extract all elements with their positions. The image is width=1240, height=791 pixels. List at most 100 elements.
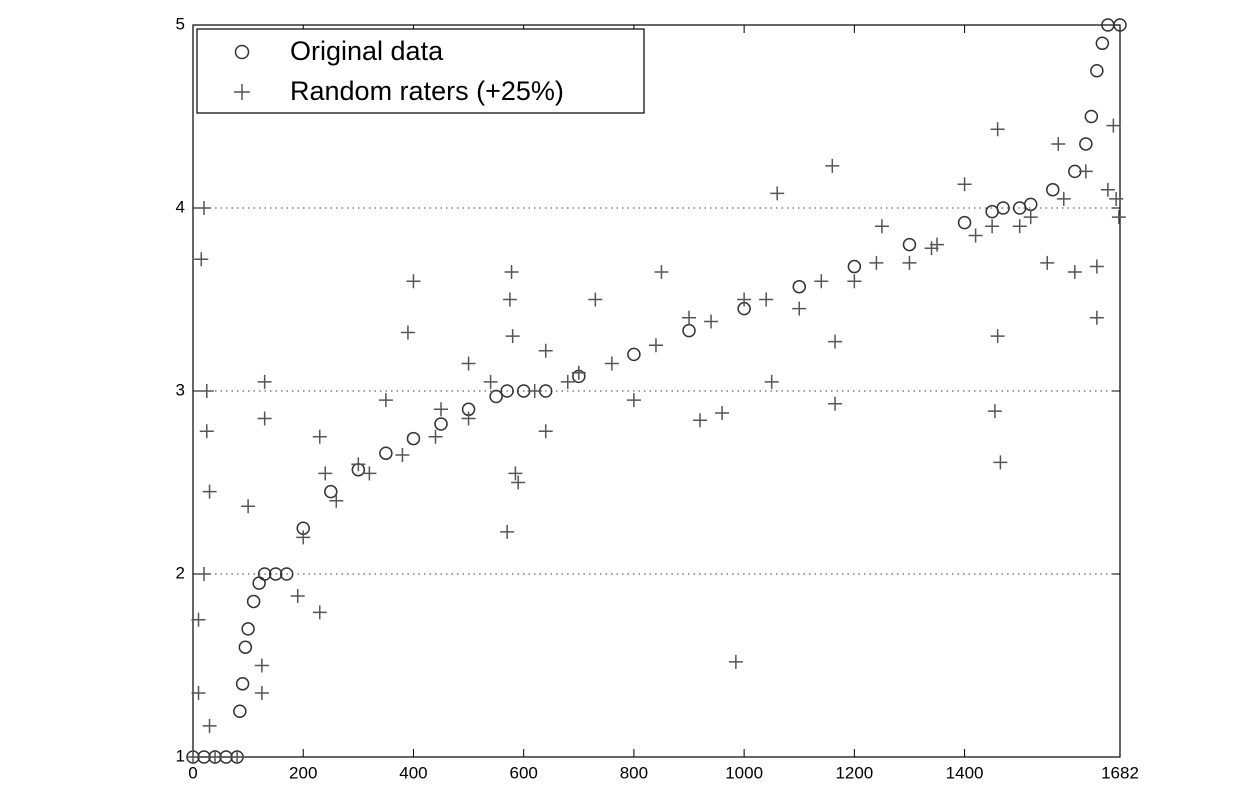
data-point — [312, 605, 327, 620]
data-point — [627, 347, 641, 362]
data-point — [202, 718, 217, 733]
data-point — [199, 424, 214, 439]
data-point — [194, 252, 209, 267]
x-tick-label: 1200 — [835, 763, 873, 782]
x-tick-label: 600 — [509, 763, 537, 782]
legend-label: Original data — [290, 36, 444, 66]
data-point — [869, 255, 884, 270]
data-point — [257, 374, 272, 389]
data-point — [704, 314, 719, 329]
data-point — [252, 576, 266, 590]
data-point — [191, 685, 206, 700]
data-point — [504, 265, 519, 280]
data-point — [1106, 118, 1121, 133]
data-point — [825, 158, 840, 173]
legend: Original data Random raters (+25%) — [196, 28, 645, 114]
data-point — [957, 215, 972, 230]
data-point — [362, 466, 377, 481]
y-tick-label: 2 — [176, 563, 185, 582]
data-point — [987, 404, 1002, 419]
data-point — [434, 417, 448, 431]
data-point — [715, 405, 730, 420]
data-point — [654, 265, 669, 280]
data-point — [1100, 182, 1115, 197]
data-point — [792, 279, 806, 294]
data-point — [1109, 191, 1124, 206]
data-point — [1051, 136, 1066, 151]
data-point — [238, 640, 253, 654]
y-tick-label: 5 — [176, 14, 185, 33]
data-point — [500, 384, 514, 398]
data-point — [728, 654, 743, 669]
data-point — [202, 484, 217, 499]
data-point — [1111, 210, 1126, 225]
data-point — [1067, 265, 1082, 280]
data-point — [1089, 259, 1104, 274]
data-point — [508, 466, 523, 481]
x-tick-label: 1000 — [725, 763, 763, 782]
data-point — [985, 204, 999, 219]
data-point — [233, 704, 247, 718]
data-point — [990, 329, 1005, 344]
data-point — [759, 292, 774, 307]
data-point — [428, 429, 443, 444]
data-point — [378, 393, 393, 408]
data-point — [379, 446, 393, 460]
data-point — [434, 402, 449, 417]
y-tick-label: 3 — [176, 380, 185, 399]
legend-symbol — [234, 84, 250, 100]
data-point — [351, 457, 366, 472]
data-point — [235, 677, 250, 691]
data-point — [1095, 36, 1110, 51]
data-point — [764, 374, 779, 389]
x-tick-label: 1682 — [1101, 763, 1139, 782]
data-point — [318, 466, 333, 481]
data-point — [560, 374, 575, 389]
data-point — [902, 237, 917, 252]
data-point — [1089, 310, 1104, 325]
x-tick-label: 1400 — [946, 763, 984, 782]
data-point — [648, 338, 663, 353]
data-point — [511, 475, 526, 490]
data-point — [1079, 137, 1093, 151]
data-point — [1090, 64, 1104, 78]
data-point — [395, 448, 410, 463]
data-point — [268, 567, 283, 581]
data-point — [1084, 109, 1099, 124]
data-point — [792, 301, 807, 316]
data-point — [968, 228, 983, 243]
data-point — [1046, 182, 1060, 197]
data-point — [197, 567, 212, 581]
data-point — [290, 588, 305, 603]
data-point — [1056, 191, 1071, 206]
data-point — [257, 411, 272, 426]
legend-label: Random raters (+25%) — [290, 76, 564, 106]
data-point — [461, 411, 476, 426]
data-point — [254, 685, 269, 700]
data-point — [1023, 210, 1038, 225]
x-tick-label: 400 — [399, 763, 427, 782]
data-point — [500, 524, 515, 539]
data-point — [489, 389, 503, 404]
data-point — [329, 493, 344, 508]
data-point — [682, 323, 696, 338]
data-point — [406, 431, 421, 446]
data-point — [985, 219, 1000, 234]
y-tick-label: 4 — [176, 197, 185, 216]
data-point — [993, 455, 1008, 470]
x-tick-label: 0 — [188, 763, 197, 782]
data-point — [241, 499, 256, 514]
data-point — [208, 750, 223, 764]
data-point — [406, 274, 421, 289]
data-point — [502, 292, 517, 307]
data-point — [483, 374, 498, 389]
x-tick-label: 200 — [289, 763, 317, 782]
data-point — [246, 594, 261, 609]
x-tick-label: 800 — [620, 763, 648, 782]
data-point — [257, 567, 272, 581]
data-point — [957, 177, 972, 192]
data-point — [312, 429, 327, 444]
data-point — [254, 658, 269, 673]
